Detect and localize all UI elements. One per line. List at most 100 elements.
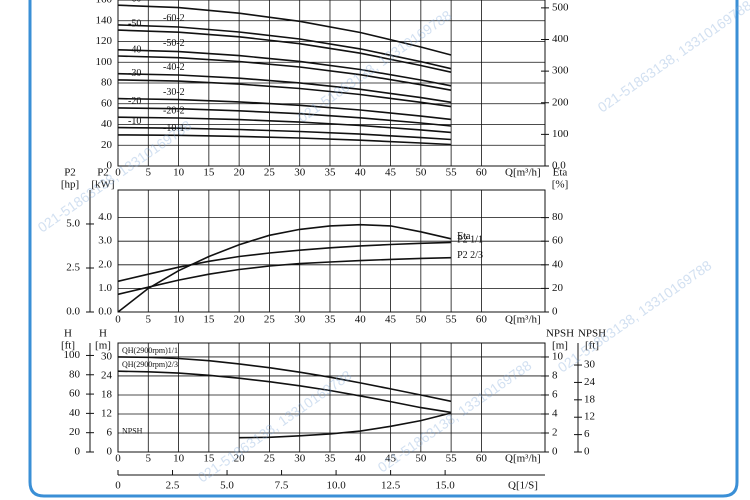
y-tick-label: 6 xyxy=(584,428,590,440)
y-axis-title: [%] xyxy=(552,179,569,191)
series-line xyxy=(117,24,452,70)
x-axis-label: Q[m³/h] xyxy=(505,167,541,179)
series-line xyxy=(117,107,452,127)
x2-axis-label: Q[1/S] xyxy=(508,480,538,492)
y-tick-label: 80 xyxy=(552,211,564,223)
series-line xyxy=(117,49,452,87)
x-tick-label: 10 xyxy=(173,314,185,326)
y-tick-label: 18 xyxy=(584,393,596,405)
x-tick-label: 55 xyxy=(446,314,458,326)
y-tick-label: 40 xyxy=(101,118,113,130)
x-tick-label: 0 xyxy=(115,167,121,179)
series-label: Eta xyxy=(457,231,471,242)
series-label: -60 xyxy=(128,0,141,4)
y-tick-label: 0.0 xyxy=(98,306,112,318)
y-tick-label: 24 xyxy=(101,369,113,381)
y-tick-label: 40 xyxy=(69,407,81,419)
x-tick-label: 60 xyxy=(476,167,488,179)
y-axis-title: NPSH xyxy=(578,328,606,340)
y-tick-label: 60 xyxy=(552,235,564,247)
x2-tick-label: 5.0 xyxy=(220,480,234,492)
y-tick-label: 500 xyxy=(552,1,569,13)
y-tick-label: 20 xyxy=(101,139,113,151)
y-tick-label: 80 xyxy=(101,77,113,89)
y-tick-label: 0 xyxy=(107,446,113,458)
series-label: -30-2 xyxy=(163,87,185,98)
x-tick-label: 45 xyxy=(385,314,397,326)
y-tick-label: 18 xyxy=(101,388,113,400)
x-tick-label: 25 xyxy=(264,167,276,179)
series-label: NPSH xyxy=(122,427,143,436)
series-label: -50 xyxy=(128,18,141,29)
y-tick-label: 3.0 xyxy=(98,235,112,247)
x-axis-label: Q[m³/h] xyxy=(505,314,541,326)
x-tick-label: 5 xyxy=(146,314,152,326)
y-tick-label: 200 xyxy=(552,96,569,108)
x-tick-label: 35 xyxy=(324,167,336,179)
y-tick-label: 30 xyxy=(584,359,596,371)
x-tick-label: 5 xyxy=(146,167,152,179)
frame xyxy=(28,0,739,498)
y-tick-label: 2.0 xyxy=(98,258,112,270)
x-tick-label: 5 xyxy=(146,453,152,465)
series-line xyxy=(117,223,452,313)
watermark: 021-51863138, 13310169788 xyxy=(555,257,715,376)
y-tick-label: 24 xyxy=(584,376,596,388)
series-line xyxy=(117,241,452,283)
x-tick-label: 0 xyxy=(115,453,121,465)
x-tick-label: 40 xyxy=(355,453,367,465)
x-tick-label: 15 xyxy=(203,453,215,465)
x-tick-label: 55 xyxy=(446,167,458,179)
watermark: 021-51863138, 13310169788 xyxy=(195,367,355,486)
x-tick-label: 15 xyxy=(203,314,215,326)
x-tick-label: 60 xyxy=(476,453,488,465)
y-tick-label: 60 xyxy=(101,97,113,109)
y-tick-label: 8 xyxy=(552,370,558,382)
y-axis-title: [m] xyxy=(552,340,568,352)
y-axis-title: [ft] xyxy=(585,340,599,352)
y-axis-title: P2 xyxy=(64,167,76,179)
y-tick-label: 6 xyxy=(552,389,558,401)
series-line xyxy=(117,55,452,91)
x2-tick-label: 12.5 xyxy=(381,480,401,492)
y-axis-title: H xyxy=(99,328,107,340)
y-tick-label: 12 xyxy=(101,408,112,420)
y-axis-title: H xyxy=(64,328,72,340)
x-tick-label: 25 xyxy=(264,453,276,465)
y-tick-label: 4 xyxy=(552,408,558,420)
series-line xyxy=(117,29,452,73)
y-tick-label: 80 xyxy=(69,368,81,380)
x-tick-label: 30 xyxy=(294,167,306,179)
y-tick-label: 0 xyxy=(552,446,558,458)
y-tick-label: 0.0 xyxy=(552,160,566,172)
watermark-layer: 021-51863138, 13310169788 021-51863138, 1… xyxy=(35,0,750,485)
x-tick-label: 0 xyxy=(115,314,121,326)
y-tick-label: 300 xyxy=(552,65,569,77)
y-tick-label: 0.0 xyxy=(66,306,80,318)
series-label: -20 xyxy=(128,96,141,107)
y-tick-label: 100 xyxy=(64,349,81,361)
y-axis-title: P2 xyxy=(97,167,109,179)
x-tick-label: 50 xyxy=(415,453,427,465)
series-label: -20-2 xyxy=(163,106,185,117)
x-tick-label: 55 xyxy=(446,453,458,465)
x-tick-label: 50 xyxy=(415,314,427,326)
series-label: QH(2900rpm)2/3 xyxy=(122,360,178,369)
x-tick-label: 40 xyxy=(355,167,367,179)
y-tick-label: 0 xyxy=(107,160,113,172)
series-line xyxy=(239,412,452,439)
series-line xyxy=(117,256,452,296)
x-axis-label: Q[m³/h] xyxy=(505,453,541,465)
y-tick-label: 1.0 xyxy=(98,282,112,294)
y-tick-label: 2 xyxy=(552,427,558,439)
x-tick-label: 50 xyxy=(415,167,427,179)
watermark: 021-51863138, 13310169788 xyxy=(595,0,750,115)
x-tick-label: 15 xyxy=(203,167,215,179)
x-tick-label: 45 xyxy=(385,453,397,465)
y-tick-label: 120 xyxy=(96,35,113,47)
y-tick-label: 20 xyxy=(552,282,564,294)
series-label: P2 1/1 xyxy=(457,235,483,246)
x-tick-label: 20 xyxy=(234,314,246,326)
y-tick-label: 60 xyxy=(69,388,81,400)
